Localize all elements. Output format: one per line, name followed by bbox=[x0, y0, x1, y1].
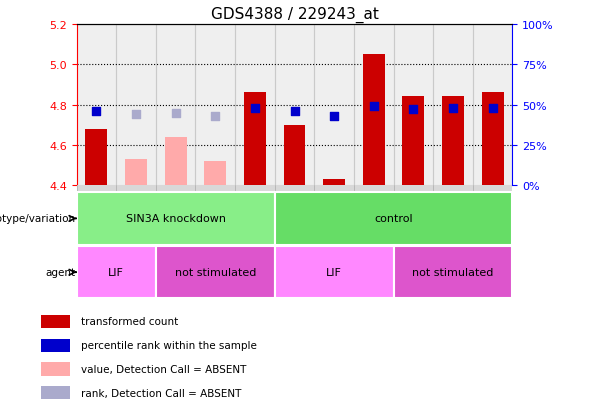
Bar bbox=[482, 93, 504, 186]
Bar bbox=[235, 25, 274, 186]
Text: GSM873554: GSM873554 bbox=[290, 191, 299, 246]
Bar bbox=[442, 97, 464, 186]
Text: SIN3A knockdown: SIN3A knockdown bbox=[125, 214, 226, 224]
Text: GSM873558: GSM873558 bbox=[211, 191, 220, 246]
Point bbox=[329, 113, 339, 120]
Bar bbox=[41, 339, 70, 352]
Point bbox=[250, 105, 260, 112]
Bar bbox=[363, 55, 385, 186]
Bar bbox=[393, 25, 433, 186]
Text: LIF: LIF bbox=[108, 268, 124, 278]
Point bbox=[488, 105, 497, 112]
Point bbox=[448, 105, 458, 112]
Text: agent: agent bbox=[46, 268, 76, 278]
Text: transformed count: transformed count bbox=[81, 317, 178, 327]
Title: GDS4388 / 229243_at: GDS4388 / 229243_at bbox=[210, 7, 379, 24]
Bar bbox=[85, 130, 107, 186]
Bar bbox=[77, 25, 116, 186]
Bar bbox=[41, 363, 70, 376]
Text: GSM873553: GSM873553 bbox=[409, 191, 418, 246]
Text: rank, Detection Call = ABSENT: rank, Detection Call = ABSENT bbox=[81, 388, 241, 398]
Bar bbox=[473, 25, 512, 186]
Bar bbox=[244, 93, 266, 186]
Text: GSM873555: GSM873555 bbox=[171, 191, 180, 246]
Bar bbox=[274, 25, 315, 186]
Point bbox=[210, 113, 220, 120]
Bar bbox=[196, 25, 235, 186]
Bar bbox=[402, 97, 424, 186]
FancyBboxPatch shape bbox=[393, 247, 512, 299]
Text: percentile rank within the sample: percentile rank within the sample bbox=[81, 340, 257, 350]
Bar bbox=[165, 138, 187, 186]
Text: GSM873560: GSM873560 bbox=[488, 191, 497, 246]
Point bbox=[171, 110, 180, 117]
Bar bbox=[315, 25, 354, 186]
Bar bbox=[323, 180, 345, 186]
Point bbox=[92, 109, 101, 115]
FancyBboxPatch shape bbox=[274, 193, 512, 245]
Text: GSM873557: GSM873557 bbox=[330, 191, 339, 246]
Text: GSM873559: GSM873559 bbox=[92, 191, 101, 246]
Text: GSM873563: GSM873563 bbox=[131, 191, 141, 246]
Bar bbox=[283, 126, 305, 186]
Bar bbox=[41, 315, 70, 328]
Text: genotype/variation: genotype/variation bbox=[0, 214, 76, 224]
Bar bbox=[41, 386, 70, 399]
Text: GSM873556: GSM873556 bbox=[448, 191, 458, 246]
Text: GSM873561: GSM873561 bbox=[369, 191, 378, 246]
Bar bbox=[204, 162, 226, 186]
Text: not stimulated: not stimulated bbox=[174, 268, 256, 278]
FancyBboxPatch shape bbox=[77, 193, 274, 245]
Point bbox=[131, 112, 141, 118]
Bar bbox=[156, 25, 196, 186]
Text: not stimulated: not stimulated bbox=[412, 268, 494, 278]
Bar bbox=[354, 25, 393, 186]
Text: LIF: LIF bbox=[326, 268, 342, 278]
FancyBboxPatch shape bbox=[156, 247, 274, 299]
Bar bbox=[125, 160, 147, 186]
Text: value, Detection Call = ABSENT: value, Detection Call = ABSENT bbox=[81, 364, 247, 374]
FancyBboxPatch shape bbox=[77, 247, 156, 299]
Bar bbox=[433, 25, 473, 186]
Bar bbox=[116, 25, 156, 186]
Text: GSM873562: GSM873562 bbox=[250, 191, 259, 246]
Point bbox=[290, 109, 299, 115]
FancyBboxPatch shape bbox=[274, 247, 393, 299]
Point bbox=[369, 104, 379, 110]
Text: control: control bbox=[374, 214, 413, 224]
Point bbox=[409, 107, 418, 114]
